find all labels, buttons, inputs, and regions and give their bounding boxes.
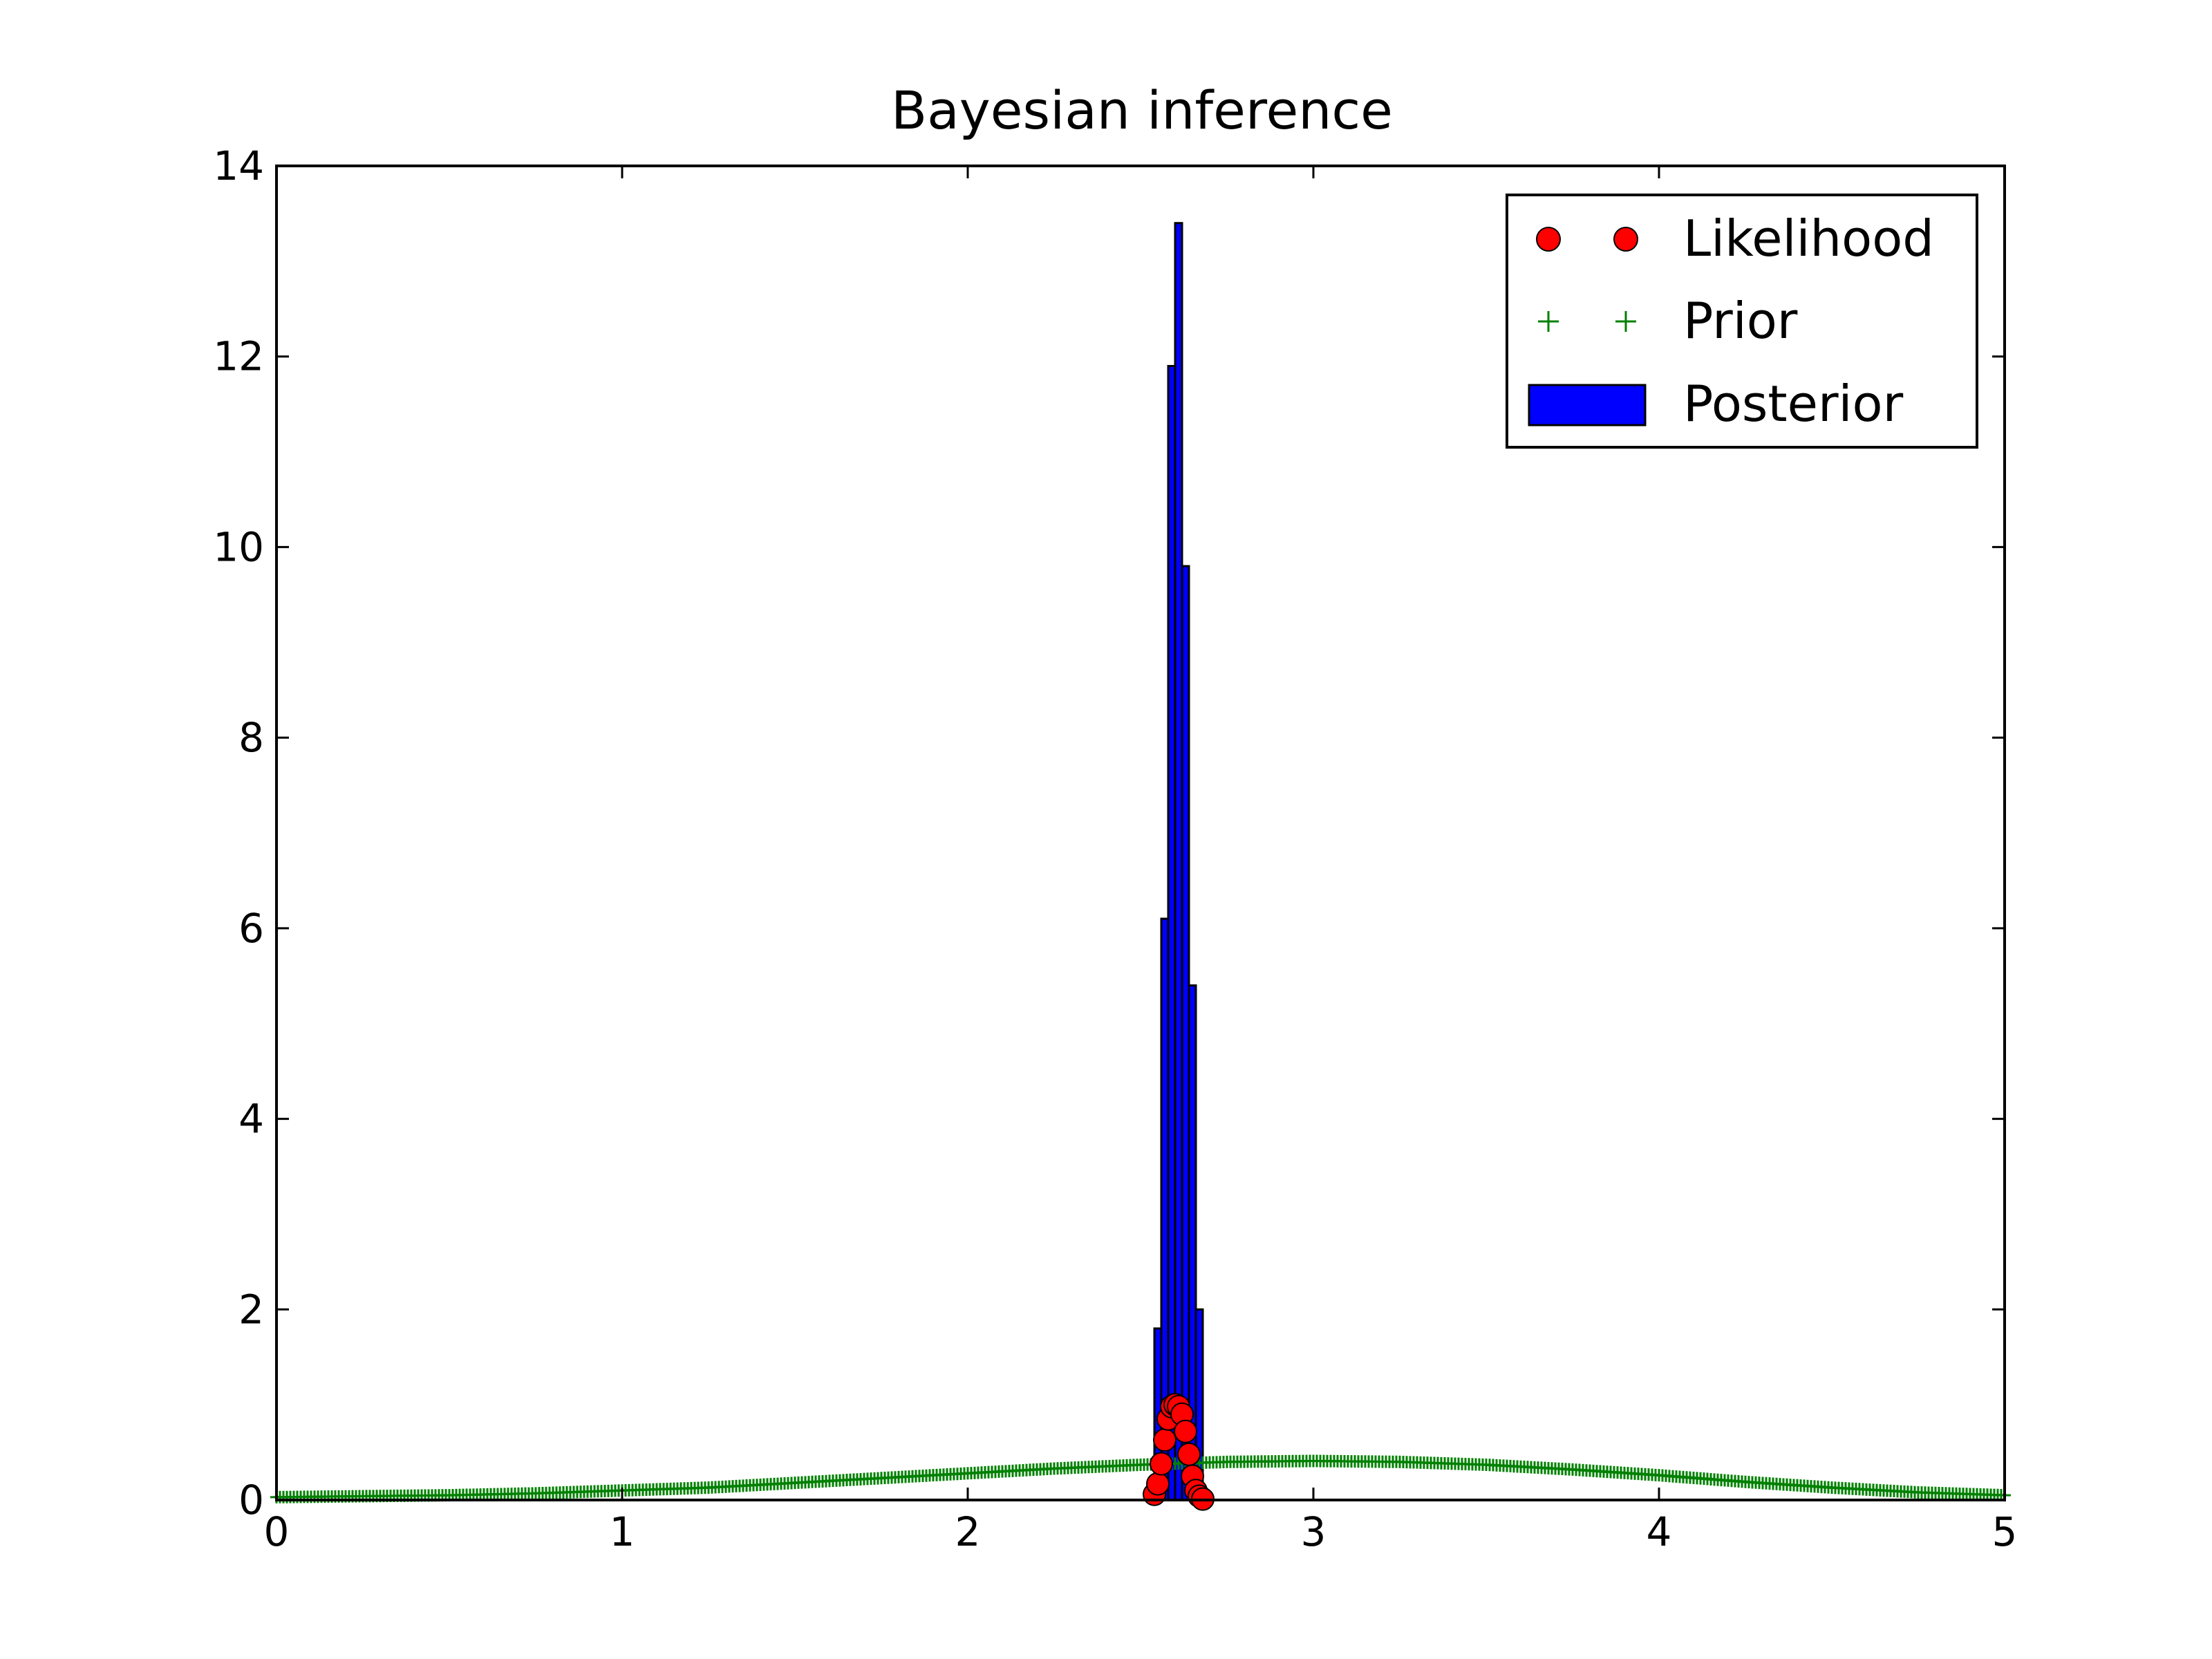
legend: Likelihood Prior Posterior [1506,194,1978,449]
axes-frame [275,165,2006,1501]
x-tick-label: 1 [610,1508,635,1555]
legend-posterior-patch [1528,384,1647,427]
likelihood-marker [1174,1419,1197,1443]
legend-label: Posterior [1683,375,1904,433]
x-tick-label: 2 [955,1508,981,1555]
legend-likelihood-marker [1613,227,1638,252]
legend-label: Prior [1683,292,1798,350]
x-tick-label: 5 [1992,1508,2018,1555]
legend-prior-marker [1615,311,1636,332]
likelihood-marker [1150,1452,1173,1476]
likelihood-marker [1146,1472,1170,1496]
legend-prior-marker [1538,311,1559,332]
likelihood-marker [1153,1428,1177,1452]
likelihood-marker [1177,1442,1201,1466]
legend-likelihood-marker [1536,227,1561,252]
y-tick-label: 6 [238,905,264,952]
chart-title: Bayesian inference [891,79,1393,141]
y-tick-label: 8 [238,714,264,761]
y-tick-label: 12 [213,333,264,380]
prior-series [270,1454,2011,1503]
y-tick-label: 4 [238,1096,264,1143]
y-tick-label: 2 [238,1286,264,1333]
y-tick-label: 10 [213,523,264,570]
x-tick-label: 0 [264,1508,290,1555]
legend-label: Likelihood [1683,209,1934,268]
x-tick-label: 3 [1301,1508,1327,1555]
x-tick-label: 4 [1647,1508,1672,1555]
y-tick-label: 14 [213,142,264,189]
y-tick-label: 0 [238,1477,264,1524]
